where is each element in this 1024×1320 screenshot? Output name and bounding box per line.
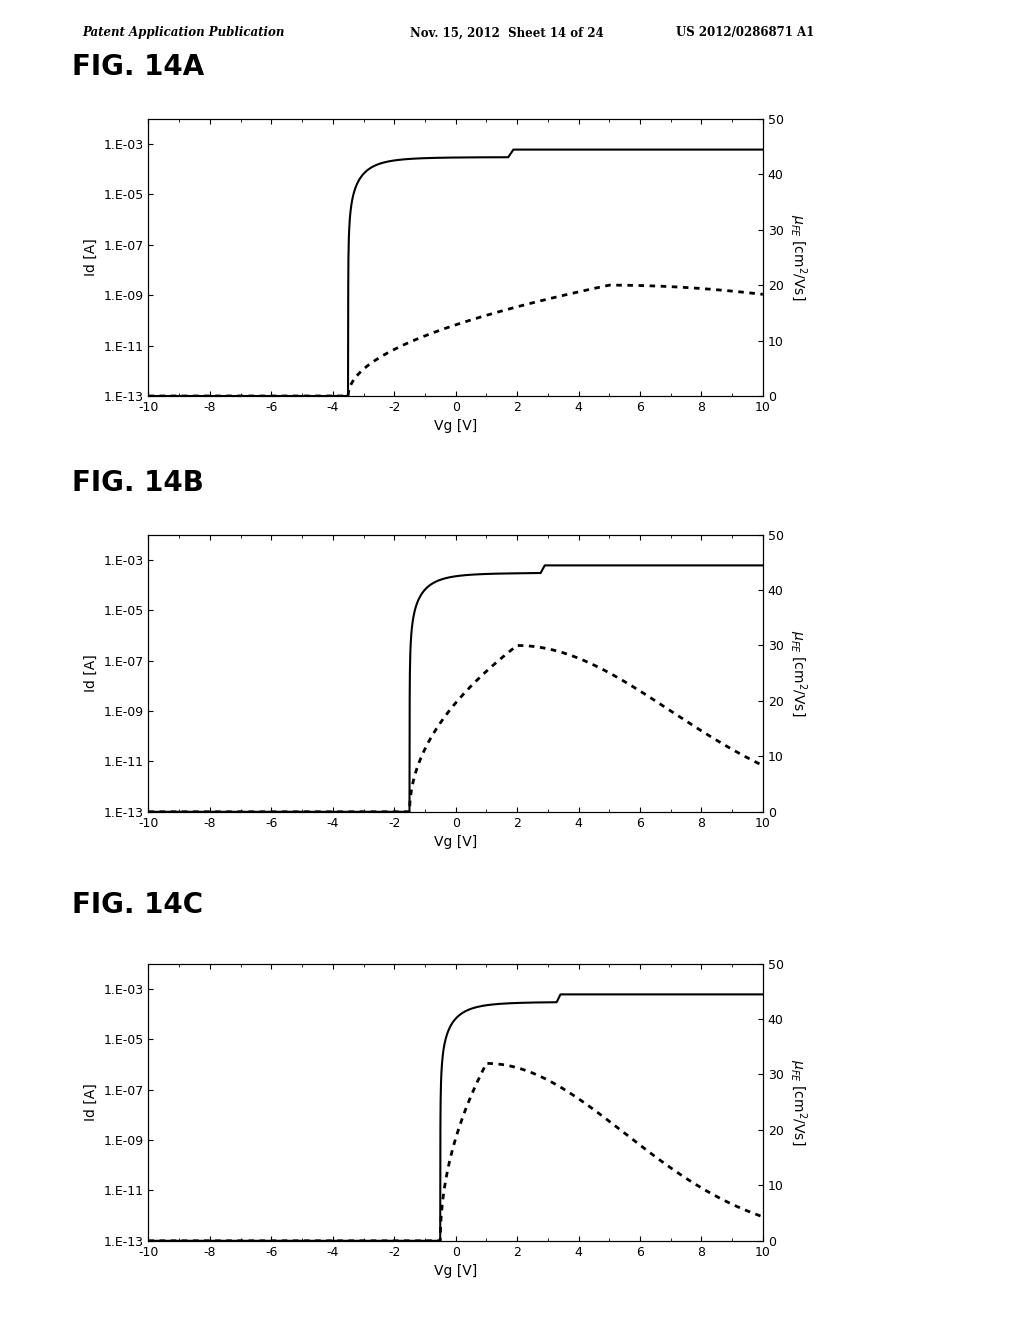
Text: FIG. 14A: FIG. 14A	[72, 53, 204, 81]
Text: US 2012/0286871 A1: US 2012/0286871 A1	[676, 26, 814, 40]
Y-axis label: $\mu_{FE}$ [cm$^2$/Vs]: $\mu_{FE}$ [cm$^2$/Vs]	[787, 630, 809, 717]
Text: Nov. 15, 2012  Sheet 14 of 24: Nov. 15, 2012 Sheet 14 of 24	[410, 26, 603, 40]
Y-axis label: $\mu_{FE}$ [cm$^2$/Vs]: $\mu_{FE}$ [cm$^2$/Vs]	[787, 214, 809, 301]
X-axis label: Vg [V]: Vg [V]	[434, 836, 477, 849]
X-axis label: Vg [V]: Vg [V]	[434, 1265, 477, 1278]
X-axis label: Vg [V]: Vg [V]	[434, 420, 477, 433]
Text: FIG. 14C: FIG. 14C	[72, 891, 203, 919]
Y-axis label: $\mu_{FE}$ [cm$^2$/Vs]: $\mu_{FE}$ [cm$^2$/Vs]	[787, 1059, 809, 1146]
Y-axis label: Id [A]: Id [A]	[84, 239, 98, 276]
Y-axis label: Id [A]: Id [A]	[84, 1084, 98, 1121]
Text: Patent Application Publication: Patent Application Publication	[82, 26, 285, 40]
Y-axis label: Id [A]: Id [A]	[84, 655, 98, 692]
Text: FIG. 14B: FIG. 14B	[72, 469, 204, 496]
